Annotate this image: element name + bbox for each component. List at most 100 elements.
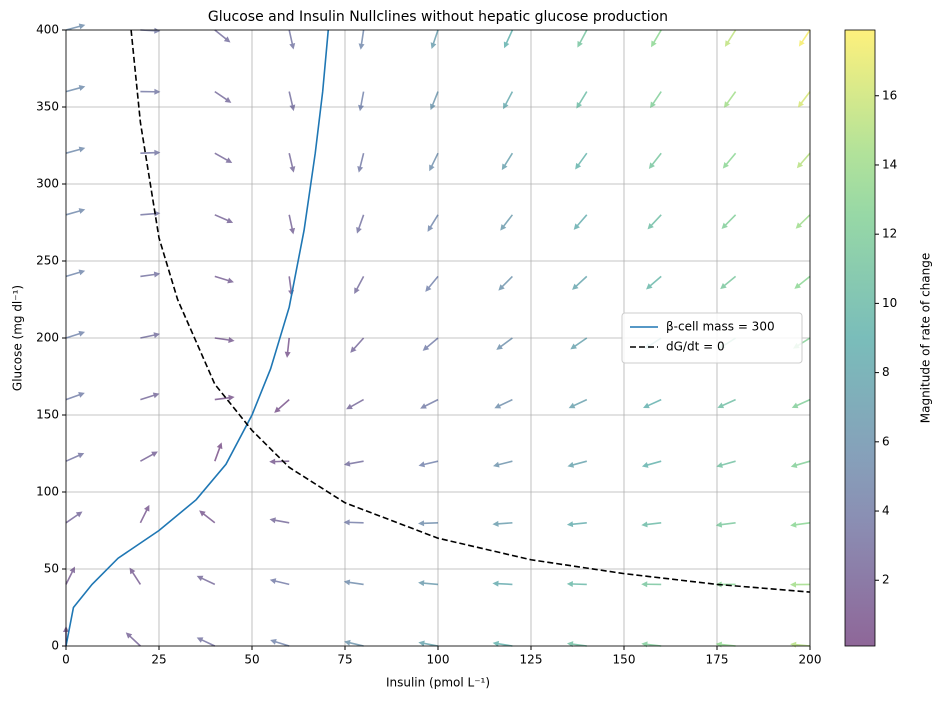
- vector-arrow: [430, 91, 439, 111]
- vector-arrow: [427, 214, 439, 232]
- vector-arrow: [425, 275, 439, 292]
- vector-arrow: [797, 91, 811, 108]
- vector-arrow: [288, 29, 296, 50]
- vector-arrow: [429, 152, 439, 172]
- vector-arrow: [648, 152, 662, 169]
- vector-arrow: [129, 567, 142, 585]
- vector-arrow: [715, 521, 736, 528]
- legend-box: [621, 312, 803, 364]
- legend-label: dG/dt = 0: [666, 340, 725, 354]
- vector-arrow: [493, 460, 513, 468]
- vector-arrow: [140, 27, 161, 34]
- colorbar-tick-label: 10: [882, 296, 897, 310]
- vector-arrow: [65, 452, 85, 462]
- colorbar-tick-label: 14: [882, 157, 897, 171]
- vector-arrow: [566, 581, 587, 587]
- vector-arrow: [798, 29, 811, 47]
- vector-arrow: [288, 91, 296, 112]
- vector-arrow: [790, 581, 811, 588]
- vector-arrow: [796, 152, 811, 169]
- vector-arrow: [651, 29, 662, 48]
- colorbar: [844, 29, 876, 647]
- vector-arrow: [214, 337, 235, 343]
- vector-arrow: [790, 641, 811, 648]
- vector-arrow: [196, 637, 216, 647]
- vector-arrow: [503, 91, 514, 110]
- vector-arrow: [641, 581, 662, 588]
- vector-arrow: [418, 460, 439, 468]
- vector-arrow: [65, 23, 86, 31]
- vector-arrow: [140, 451, 158, 462]
- vector-arrow: [358, 91, 365, 112]
- vector-arrow: [214, 152, 233, 163]
- x-tick-label: 150: [613, 653, 636, 667]
- vector-arrow: [214, 29, 231, 43]
- vector-arrow: [716, 460, 736, 468]
- vector-arrow: [720, 275, 737, 290]
- vector-arrow: [641, 460, 662, 468]
- series-line: [130, 30, 810, 593]
- y-tick-label: 250: [36, 254, 59, 268]
- vector-arrow: [492, 580, 513, 587]
- y-tick-label: 50: [44, 562, 59, 576]
- vector-arrow: [288, 214, 296, 235]
- vector-arrow: [357, 153, 365, 173]
- vector-arrow: [794, 275, 811, 289]
- vector-arrow: [65, 85, 86, 93]
- vector-arrow: [343, 579, 364, 586]
- vector-arrow: [140, 88, 161, 95]
- y-tick-label: 350: [36, 100, 59, 114]
- vector-arrow: [358, 29, 365, 50]
- vector-arrow: [65, 330, 86, 339]
- vector-arrow: [65, 208, 86, 216]
- legend-label: β-cell mass = 300: [666, 320, 775, 334]
- vector-arrow: [715, 581, 736, 588]
- vector-arrow: [199, 510, 216, 524]
- vector-arrow: [641, 641, 662, 648]
- vector-arrow: [343, 460, 364, 467]
- vector-arrow: [566, 641, 587, 648]
- vector-arrow: [790, 521, 811, 528]
- vector-arrow: [501, 152, 514, 171]
- vector-arrow: [288, 153, 296, 173]
- vector-arrow: [270, 638, 290, 647]
- vector-arrow: [575, 152, 588, 170]
- vector-arrow: [795, 214, 811, 229]
- y-tick-label: 150: [36, 408, 59, 422]
- vector-arrow: [430, 29, 439, 49]
- vector-arrow: [650, 91, 662, 109]
- vector-arrow: [346, 398, 364, 410]
- x-tick-label: 0: [62, 653, 70, 667]
- x-axis-label: Insulin (pmol L⁻¹): [386, 676, 490, 690]
- series-line: [66, 30, 330, 646]
- x-tick-label: 125: [520, 653, 543, 667]
- vector-arrow: [356, 214, 365, 234]
- chart-title: Glucose and Insulin Nullclines without h…: [208, 9, 668, 25]
- colorbar-label: Magnitude of rate of change: [919, 253, 933, 424]
- vector-arrow: [269, 517, 290, 524]
- vector-arrow: [570, 337, 588, 350]
- y-tick-label: 400: [36, 23, 59, 37]
- vector-arrow: [65, 392, 85, 401]
- vector-arrow: [274, 398, 290, 413]
- vector-arrow: [715, 641, 736, 648]
- vector-arrow: [723, 91, 737, 108]
- colorbar-tick-label: 8: [882, 365, 890, 379]
- colorbar-tick-label: 16: [882, 88, 897, 102]
- vector-arrow: [717, 398, 736, 409]
- vector-arrow: [343, 519, 364, 526]
- colorbar-tick-label: 4: [882, 504, 890, 518]
- y-axis-label: Glucose (mg dl⁻¹): [11, 285, 25, 391]
- vector-arrow: [269, 578, 290, 586]
- x-tick-label: 200: [799, 653, 822, 667]
- vector-arrow: [65, 269, 86, 278]
- y-tick-label: 100: [36, 485, 59, 499]
- y-tick-label: 200: [36, 331, 59, 345]
- vector-arrow: [354, 276, 365, 295]
- vector-arrow: [572, 275, 588, 290]
- vector-arrow: [791, 398, 811, 409]
- vector-arrow: [344, 639, 364, 647]
- x-tick-label: 100: [427, 653, 450, 667]
